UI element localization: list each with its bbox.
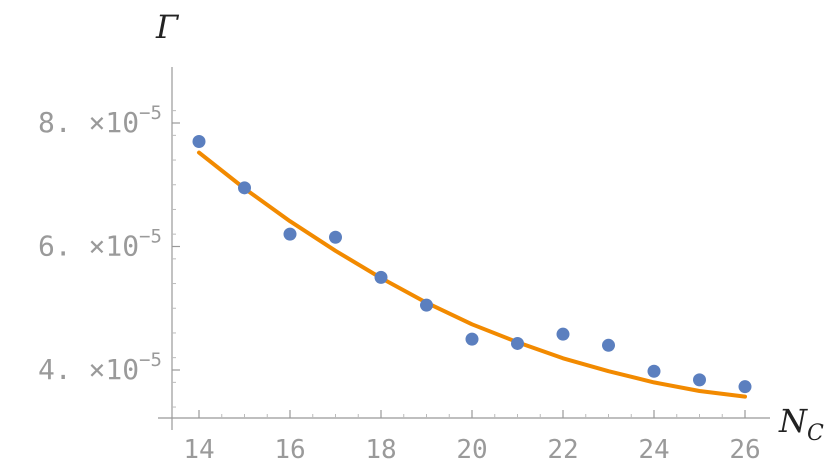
fit-curve [197,150,747,399]
y-tick-label: 6. ×10−5 [38,226,162,263]
x-tick-label: 24 [638,435,669,465]
fit-curve-layer [197,150,747,399]
data-point [192,135,206,149]
data-point [283,227,297,241]
data-point [602,338,615,352]
data-point [329,230,342,244]
data-point [511,336,524,350]
data-point [238,181,251,195]
x-axis-title: NC [778,402,824,446]
x-tick-label: 18 [365,435,396,465]
x-tick-label: 14 [183,435,214,465]
x-tick-label: 22 [547,435,578,465]
y-axis-title: Γ [155,8,180,46]
data-point [465,332,479,346]
labels-layer: 14 16 18 20 22 24 26 8. ×10−5 6. ×10−5 4. ×10−5 Γ N… [38,8,824,465]
x-tick-label: 20 [456,435,487,465]
data-point [693,373,706,387]
x-tick-label: 26 [729,435,760,465]
axes [158,67,770,430]
data-points-layer [192,135,752,394]
data-point [420,298,433,312]
y-tick-label: 4. ×10−5 [38,349,162,386]
data-point [556,327,570,341]
data-point [374,270,388,284]
data-point [738,380,752,394]
y-tick-label: 8. ×10−5 [38,102,162,139]
x-tick-label: 16 [274,435,305,465]
data-point [647,364,661,378]
